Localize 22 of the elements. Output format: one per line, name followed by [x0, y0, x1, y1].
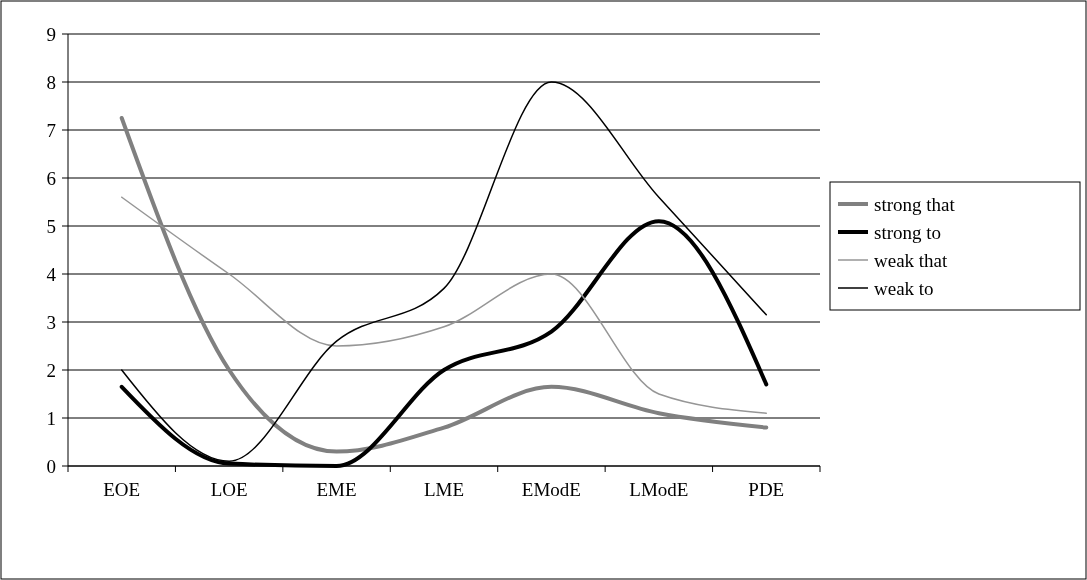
y-tick-label: 2 [46, 359, 56, 381]
legend-label: strong that [874, 193, 956, 215]
y-tick-label: 1 [46, 407, 56, 429]
x-tick-label: LModE [629, 479, 689, 500]
y-tick-label: 4 [46, 263, 57, 285]
y-tick-label: 9 [46, 23, 56, 45]
x-tick-label: EModE [521, 479, 581, 500]
x-tick-label: EME [316, 479, 357, 500]
x-tick-label: LOE [210, 479, 248, 500]
y-tick-label: 7 [46, 119, 56, 141]
y-tick-label: 8 [46, 71, 56, 93]
x-tick-label: LME [423, 479, 465, 500]
y-tick-label: 6 [46, 167, 56, 189]
y-tick-label: 3 [46, 311, 56, 333]
line-series [120, 196, 768, 414]
x-tick-label: PDE [748, 479, 785, 500]
legend-label: weak to [874, 277, 934, 299]
legend-label: strong to [874, 221, 942, 243]
legend-label: weak that [874, 249, 949, 271]
y-tick-label: 0 [46, 455, 56, 477]
x-tick-label: EOE [103, 479, 141, 500]
y-tick-label: 5 [46, 215, 56, 237]
